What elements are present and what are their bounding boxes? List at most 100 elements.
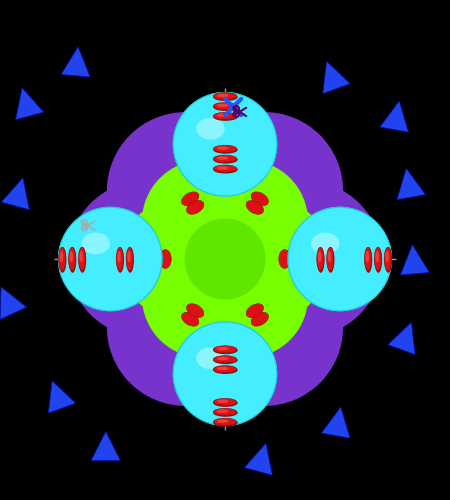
Circle shape [58,207,162,310]
Ellipse shape [217,356,229,360]
Circle shape [185,235,308,358]
Ellipse shape [213,399,238,407]
Polygon shape [91,432,120,460]
Ellipse shape [181,312,199,326]
Ellipse shape [213,92,237,100]
Ellipse shape [150,250,162,268]
Ellipse shape [117,251,121,262]
Polygon shape [244,444,272,475]
Ellipse shape [78,248,86,270]
Ellipse shape [288,250,301,268]
Ellipse shape [311,232,339,254]
Polygon shape [400,245,429,275]
Ellipse shape [251,312,269,326]
Ellipse shape [246,200,264,214]
Ellipse shape [317,247,324,273]
Circle shape [288,207,392,310]
Ellipse shape [213,398,237,406]
Ellipse shape [126,248,133,270]
Ellipse shape [279,250,291,268]
Ellipse shape [213,112,237,119]
Polygon shape [1,178,29,210]
Ellipse shape [311,232,339,254]
Ellipse shape [59,247,67,273]
Circle shape [184,218,266,300]
Ellipse shape [384,247,392,273]
Polygon shape [380,101,409,132]
Ellipse shape [127,251,131,262]
Ellipse shape [69,247,76,273]
Circle shape [107,112,265,270]
Polygon shape [48,381,76,413]
Ellipse shape [318,251,321,262]
Ellipse shape [117,247,124,273]
Circle shape [185,160,308,283]
Polygon shape [388,322,415,354]
Circle shape [107,248,265,406]
Ellipse shape [246,304,264,318]
Ellipse shape [186,304,204,318]
Circle shape [173,92,277,196]
Circle shape [58,207,162,310]
Ellipse shape [213,419,238,426]
Ellipse shape [213,146,238,154]
Ellipse shape [374,247,382,273]
Ellipse shape [213,366,238,374]
Ellipse shape [213,145,237,152]
Ellipse shape [213,166,238,173]
Ellipse shape [251,192,269,205]
Ellipse shape [213,346,237,353]
Polygon shape [0,287,27,320]
Ellipse shape [213,113,238,121]
Ellipse shape [217,400,229,403]
Ellipse shape [213,156,238,164]
Ellipse shape [317,248,324,270]
Circle shape [288,207,392,310]
Ellipse shape [217,366,229,370]
Ellipse shape [213,408,237,416]
Ellipse shape [327,247,334,273]
Polygon shape [323,62,350,94]
Circle shape [68,180,225,338]
Ellipse shape [213,356,238,364]
Circle shape [146,180,304,338]
Ellipse shape [196,348,225,369]
Ellipse shape [58,248,66,270]
Ellipse shape [213,409,238,417]
Ellipse shape [365,251,369,262]
Ellipse shape [364,247,372,273]
Ellipse shape [196,118,225,140]
Ellipse shape [196,348,225,369]
Ellipse shape [217,104,229,107]
Circle shape [173,322,277,426]
Ellipse shape [217,410,229,413]
Ellipse shape [327,248,334,270]
Ellipse shape [213,418,237,426]
Circle shape [173,322,277,426]
Ellipse shape [217,156,229,160]
Ellipse shape [213,366,237,373]
Ellipse shape [81,232,110,254]
Ellipse shape [213,93,238,101]
Ellipse shape [68,248,76,270]
Ellipse shape [181,192,199,205]
Ellipse shape [217,347,229,350]
Circle shape [225,180,382,338]
Ellipse shape [80,251,83,262]
Ellipse shape [328,251,331,262]
Circle shape [142,235,265,358]
Circle shape [173,92,277,196]
Ellipse shape [385,251,389,262]
Circle shape [207,198,330,320]
Ellipse shape [186,200,204,214]
Ellipse shape [374,248,382,270]
Ellipse shape [217,166,229,170]
Ellipse shape [364,248,372,270]
Polygon shape [397,168,426,200]
Ellipse shape [217,94,229,98]
Circle shape [144,178,306,340]
Ellipse shape [375,251,379,262]
Circle shape [185,112,343,270]
Ellipse shape [217,146,229,150]
Ellipse shape [384,248,392,270]
